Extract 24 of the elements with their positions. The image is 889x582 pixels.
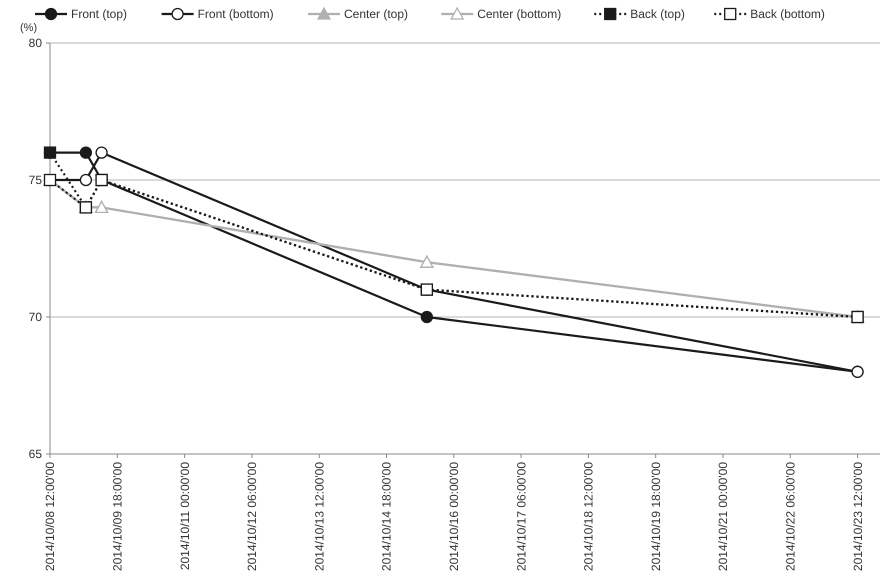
x-tick-label: 2014/10/14 18:00'00 [380,462,394,572]
legend-label: Back (top) [630,7,685,22]
legend-label: Back (bottom) [750,7,825,22]
x-tick-label: 2014/10/21 00:00'00 [716,462,730,572]
x-tick-label: 2014/10/23 12:00'00 [850,462,865,572]
legend-label: Front (bottom) [198,7,274,22]
x-tick-label: 2014/10/19 18:00'00 [648,462,663,572]
y-axis-title: (%) [20,22,38,34]
x-tick-label: 2014/10/11 00:00'00 [178,462,192,570]
x-tick-label: 2014/10/17 06:00'00 [514,462,528,572]
x-tick-label: 2014/10/12 06:00'00 [245,462,260,572]
y-tick-label: 65 [28,447,42,462]
legend-label: Front (top) [71,7,128,22]
legend-label: Center (bottom) [477,7,562,22]
x-tick-label: 2014/10/18 12:00'00 [582,462,596,572]
x-tick-label: 2014/10/13 12:00'00 [312,462,326,572]
y-tick-label: 70 [28,310,42,324]
x-tick-label: 2014/10/16 00:00'00 [446,462,461,572]
y-tick-label: 80 [28,36,42,50]
y-tick-label: 75 [28,173,42,188]
x-tick-label: 2014/10/08 12:00'00 [43,462,58,572]
x-tick-label: 2014/10/22 06:00'00 [783,462,798,572]
x-tick-label: 2014/10/09 18:00'00 [110,462,124,572]
legend-label: Center (top) [344,7,408,22]
